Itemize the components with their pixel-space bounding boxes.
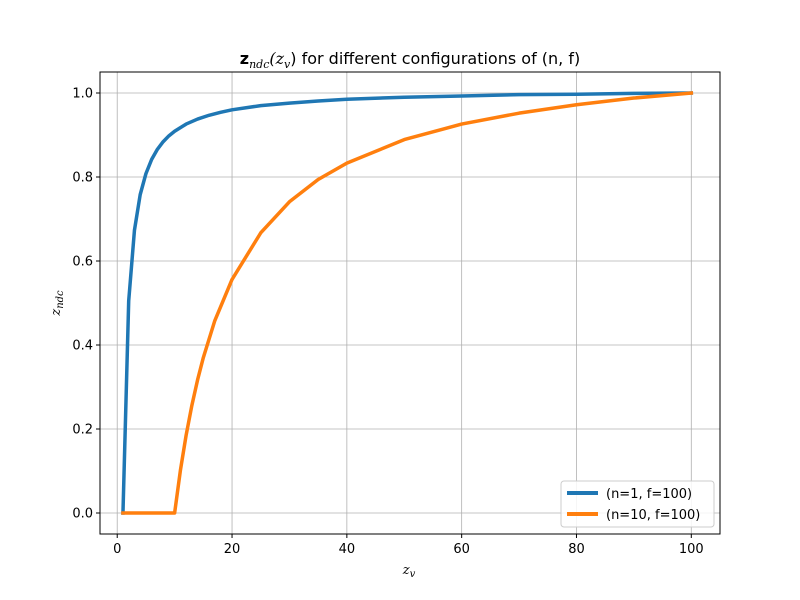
y-tick-label: 0.6 <box>72 255 93 270</box>
x-axis-label: zv <box>402 563 416 580</box>
y-tick-label: 0.0 <box>72 507 93 522</box>
title-mid: (z <box>269 49 284 68</box>
legend-box <box>560 480 715 528</box>
axes-frame <box>99 71 721 535</box>
x-axis-label-base: z <box>402 563 410 578</box>
title-rest: ) for different configurations of (n, f) <box>290 49 580 68</box>
y-tick-label: 0.8 <box>72 171 93 186</box>
chart-title: zndc(zv) for different configurations of… <box>240 49 580 71</box>
title-sub-ndc: ndc <box>249 58 269 71</box>
y-axis-label: zndc <box>49 290 66 317</box>
y-axis-label-base: z <box>49 309 64 317</box>
x-tick-label: 20 <box>224 542 241 557</box>
series-lines <box>121 91 694 515</box>
title-bold-z: z <box>240 49 249 68</box>
y-tick-label: 0.2 <box>72 423 93 438</box>
ticks: 0 20 40 60 80 100 0.0 0.2 0.4 0.6 0.8 1.0 <box>72 87 703 558</box>
legend-label-n1: (n=1, f=100) <box>606 487 692 502</box>
x-tick-label: 0 <box>113 542 121 557</box>
x-tick-label: 80 <box>568 542 585 557</box>
series-line-1 <box>121 91 694 515</box>
y-tick-label: 0.4 <box>72 339 93 354</box>
x-tick-label: 40 <box>339 542 356 557</box>
title-sub-v: v <box>284 58 291 71</box>
x-axis-label-sub: v <box>410 569 416 580</box>
y-tick-label: 1.0 <box>72 87 93 102</box>
series-line-0 <box>121 91 694 515</box>
x-tick-label: 100 <box>679 542 704 557</box>
legend: (n=1, f=100) (n=10, f=100) <box>560 480 715 528</box>
y-axis-label-sub: ndc <box>55 290 66 309</box>
grid <box>100 72 720 534</box>
legend-label-n10: (n=10, f=100) <box>606 508 700 523</box>
x-tick-label: 60 <box>453 542 470 557</box>
